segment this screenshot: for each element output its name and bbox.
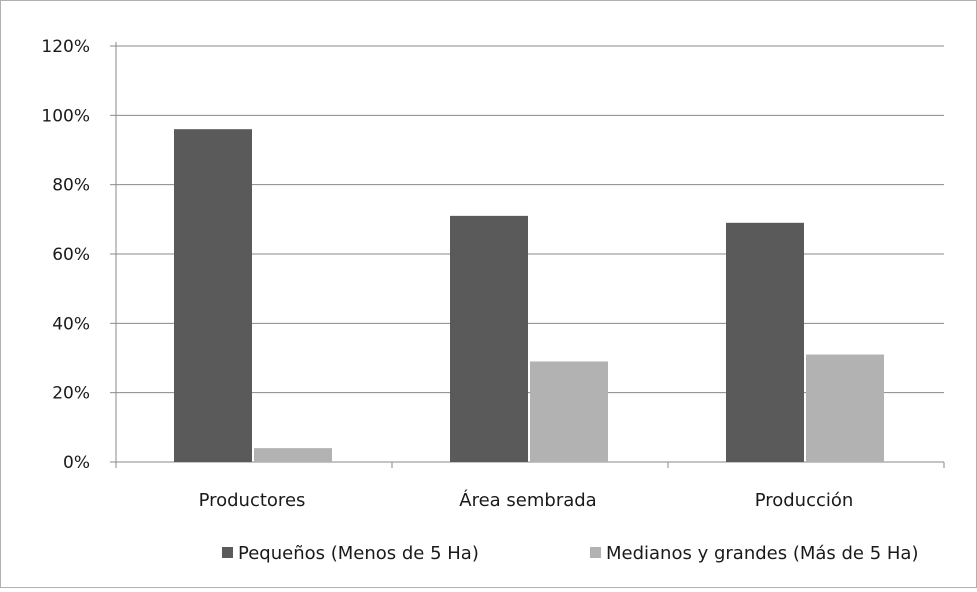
x-category-label: Productores [199,490,306,511]
y-tick-label: 60% [52,245,90,265]
bar-pequenos [174,129,252,462]
legend-label: Medianos y grandes (Más de 5 Ha) [606,543,919,564]
legend-swatch [222,547,233,558]
y-tick-label: 40% [52,314,90,334]
y-tick-label: 80% [52,176,90,196]
y-tick-label: 120% [41,37,90,57]
bars [174,129,884,462]
bar-pequenos [450,215,528,462]
bar-medianos-grandes [530,361,608,462]
x-category-label: Área sembrada [459,489,596,511]
y-axis-ticks: 0% 20% 40% 60% 80% 100% 120% [41,37,116,473]
bar-medianos-grandes [806,354,884,462]
legend: Pequeños (Menos de 5 Ha) Medianos y grand… [222,543,919,564]
y-tick-label: 20% [52,384,90,404]
y-tick-label: 100% [41,106,90,126]
x-category-label: Producción [755,490,854,511]
bar-pequenos [726,222,804,462]
bar-medianos-grandes [254,448,332,462]
legend-swatch [590,547,601,558]
x-axis-labels: Productores Área sembrada Producción [199,489,854,511]
legend-label: Pequeños (Menos de 5 Ha) [238,543,479,564]
y-tick-label: 0% [63,453,90,473]
